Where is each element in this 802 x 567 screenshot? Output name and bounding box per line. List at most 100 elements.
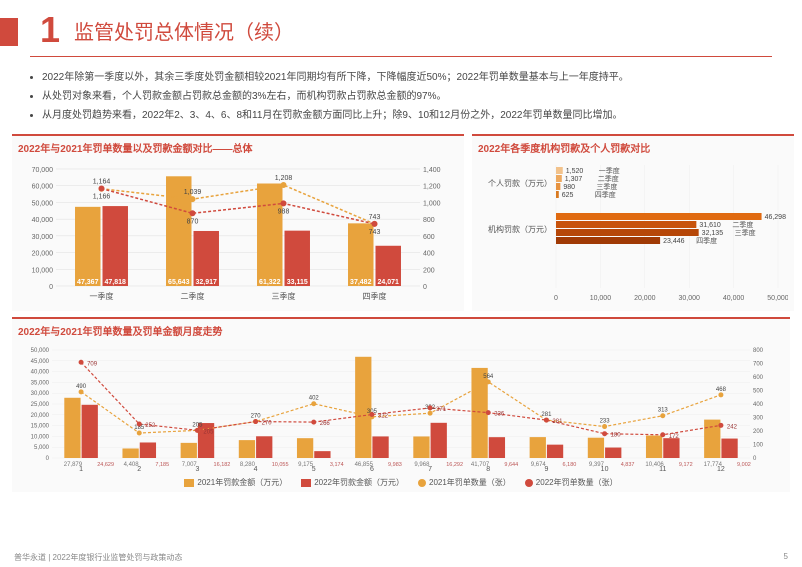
svg-text:625: 625	[562, 192, 574, 199]
svg-text:1,400: 1,400	[423, 167, 441, 174]
page-title: 监管处罚总体情况（续）	[74, 16, 294, 45]
chart-svg: 010,00020,00030,00040,00050,00060,00070,…	[18, 159, 458, 304]
svg-text:500: 500	[753, 389, 764, 395]
svg-text:12: 12	[717, 466, 725, 472]
svg-text:1,200: 1,200	[423, 184, 441, 191]
svg-text:6,180: 6,180	[563, 462, 577, 468]
svg-text:47,818: 47,818	[105, 279, 127, 286]
chart-title: 2022年与2021年罚单数量以及罚款金额对比——总体	[18, 140, 458, 155]
svg-text:4: 4	[254, 466, 258, 472]
svg-text:30,000: 30,000	[678, 295, 700, 302]
svg-text:252: 252	[145, 423, 156, 429]
svg-text:400: 400	[423, 251, 435, 258]
svg-text:31,610: 31,610	[699, 222, 721, 229]
svg-text:0: 0	[753, 456, 757, 462]
svg-text:四季度: 四季度	[696, 236, 717, 245]
svg-text:10,000: 10,000	[32, 267, 54, 274]
svg-text:四季度: 四季度	[363, 291, 387, 301]
svg-text:1,039: 1,039	[184, 189, 202, 196]
svg-text:机构罚款（万元）: 机构罚款（万元）	[488, 224, 552, 234]
svg-text:37,482: 37,482	[350, 279, 372, 286]
svg-text:个人罚款（万元）: 个人罚款（万元）	[488, 178, 552, 188]
svg-text:9,002: 9,002	[737, 462, 751, 468]
chart-svg: 010,00020,00030,00040,00050,0001,520一季度1…	[478, 159, 788, 304]
svg-text:10,000: 10,000	[31, 434, 50, 440]
header: 1 监管处罚总体情况（续）	[0, 0, 802, 54]
svg-text:8: 8	[486, 466, 490, 472]
chart-quarterly-compare: 2022年与2021年罚单数量以及罚款金额对比——总体 010,00020,00…	[12, 134, 464, 311]
footer-brand: 普华永道 | 2022年度银行业监管处罚与政策动态	[14, 552, 182, 563]
svg-text:16,182: 16,182	[214, 462, 231, 468]
svg-text:1,208: 1,208	[275, 175, 293, 182]
svg-text:700: 700	[753, 362, 764, 368]
svg-text:0: 0	[423, 284, 427, 291]
svg-text:270: 270	[262, 421, 273, 427]
svg-text:6: 6	[370, 466, 374, 472]
svg-text:371: 371	[436, 407, 447, 413]
svg-text:980: 980	[563, 184, 575, 191]
svg-text:30,000: 30,000	[31, 391, 50, 397]
svg-text:50,000: 50,000	[767, 295, 788, 302]
svg-text:0: 0	[554, 295, 558, 302]
svg-text:50,000: 50,000	[31, 348, 50, 354]
svg-text:1,000: 1,000	[423, 200, 441, 207]
svg-text:266: 266	[320, 421, 331, 427]
svg-text:47,367: 47,367	[77, 279, 99, 286]
svg-text:180: 180	[611, 433, 622, 439]
accent-bar	[0, 18, 18, 46]
svg-text:9,172: 9,172	[679, 462, 693, 468]
svg-text:870: 870	[187, 218, 199, 225]
svg-text:400: 400	[753, 402, 764, 408]
svg-text:10,055: 10,055	[272, 462, 289, 468]
svg-text:50,000: 50,000	[32, 200, 54, 207]
bullet-item: 2022年除第一季度以外，其余三季度处罚金额相较2021年同期均有所下降，下降幅…	[42, 69, 772, 86]
svg-text:33,115: 33,115	[287, 279, 308, 286]
svg-text:313: 313	[658, 408, 669, 414]
svg-text:743: 743	[369, 229, 381, 236]
svg-text:四季度: 四季度	[595, 190, 616, 199]
svg-text:988: 988	[278, 208, 290, 215]
svg-text:35,000: 35,000	[31, 380, 50, 386]
footer: 普华永道 | 2022年度银行业监管处罚与政策动态 5	[14, 552, 788, 563]
svg-text:100: 100	[753, 443, 764, 449]
svg-text:三季度: 三季度	[735, 228, 756, 237]
svg-text:270: 270	[251, 414, 262, 420]
svg-text:1,307: 1,307	[565, 176, 583, 183]
svg-text:24,629: 24,629	[97, 462, 114, 468]
legend-label: 2022年罚款金额（万元）	[314, 477, 404, 488]
title-underline	[30, 56, 772, 57]
svg-text:281: 281	[552, 419, 563, 425]
svg-text:3: 3	[195, 466, 199, 472]
svg-text:2: 2	[137, 466, 141, 472]
svg-text:70,000: 70,000	[32, 167, 54, 174]
svg-text:二季度: 二季度	[732, 220, 753, 229]
svg-text:205: 205	[192, 422, 203, 428]
svg-text:336: 336	[494, 412, 505, 418]
svg-text:二季度: 二季度	[598, 174, 619, 183]
svg-text:743: 743	[369, 214, 381, 221]
svg-text:60,000: 60,000	[32, 184, 54, 191]
svg-text:40,000: 40,000	[32, 217, 54, 224]
svg-text:5: 5	[312, 466, 316, 472]
svg-text:1,166: 1,166	[93, 194, 111, 201]
svg-text:402: 402	[309, 396, 320, 402]
svg-text:二季度: 二季度	[181, 291, 205, 301]
svg-text:4,837: 4,837	[621, 462, 635, 468]
legend-item: 2021年罚单数量（张）	[418, 477, 511, 488]
svg-text:468: 468	[716, 387, 727, 393]
svg-text:0: 0	[46, 456, 50, 462]
svg-text:172: 172	[669, 434, 680, 440]
chart-title: 2022年与2021年罚单数量及罚单金额月度走势	[18, 323, 784, 338]
svg-text:281: 281	[541, 412, 552, 418]
svg-text:1,520: 1,520	[566, 168, 584, 175]
svg-text:25,000: 25,000	[31, 402, 50, 408]
svg-text:24,071: 24,071	[378, 279, 400, 286]
legend-item: 2021年罚款金额（万元）	[184, 477, 287, 488]
svg-text:322: 322	[378, 414, 389, 420]
svg-text:32,917: 32,917	[196, 279, 218, 286]
svg-text:一季度: 一季度	[599, 166, 620, 175]
svg-text:490: 490	[76, 384, 87, 390]
page-number: 5	[784, 552, 788, 563]
svg-text:20,000: 20,000	[634, 295, 656, 302]
svg-text:45,000: 45,000	[31, 359, 50, 365]
